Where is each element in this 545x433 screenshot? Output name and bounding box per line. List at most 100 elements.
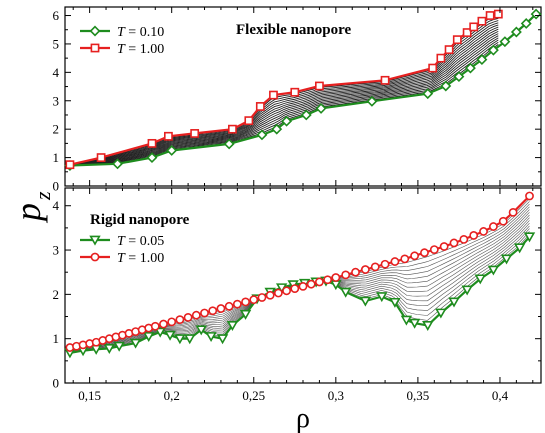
x-tick-label: 0,4 <box>492 388 509 403</box>
data-point <box>281 115 293 127</box>
data-point <box>298 281 308 291</box>
data-point <box>359 296 372 307</box>
data-point <box>249 295 259 305</box>
data-point <box>400 315 413 326</box>
data-point <box>224 301 234 311</box>
data-point <box>428 63 438 73</box>
data-point <box>440 80 452 92</box>
legend-label: T = 0.10 <box>117 25 164 40</box>
data-point <box>389 297 401 308</box>
y-axis-label-main: p <box>8 203 48 224</box>
top-intermediate-curves <box>69 15 499 166</box>
legend-value: = 0.05 <box>125 234 164 249</box>
bottom-series-group <box>64 191 536 359</box>
data-point <box>366 95 378 107</box>
y-tick-label: 2 <box>53 122 60 137</box>
top-legend: T = 0.10T = 1.00 <box>80 25 164 57</box>
data-point <box>476 54 488 66</box>
legend-variable: T <box>117 42 126 57</box>
data-point <box>376 292 388 303</box>
intermediate-curve <box>69 26 499 166</box>
data-point <box>159 319 168 329</box>
intermediate-curve <box>69 30 499 166</box>
y-tick-label: 1 <box>53 150 60 165</box>
data-point <box>184 334 196 345</box>
legend-marker <box>90 43 100 53</box>
data-point <box>244 116 254 126</box>
data-point <box>205 332 217 343</box>
data-point <box>290 87 300 97</box>
data-point <box>452 35 462 45</box>
data-point <box>474 274 486 285</box>
data-point <box>200 308 209 318</box>
data-point <box>422 88 434 100</box>
data-point <box>461 285 473 296</box>
data-point <box>265 290 275 300</box>
data-point <box>341 270 351 280</box>
y-tick-label: 2 <box>53 287 60 302</box>
data-point <box>436 53 446 63</box>
intermediate-curve <box>69 37 499 166</box>
data-point <box>166 145 178 156</box>
data-point <box>257 293 267 302</box>
legend-marker <box>90 252 100 262</box>
data-point <box>408 318 421 329</box>
data-point <box>239 309 252 320</box>
data-point <box>400 254 410 264</box>
data-point <box>477 16 487 26</box>
x-tick-label: 0,2 <box>164 388 180 403</box>
data-point <box>525 191 534 201</box>
data-point <box>167 317 177 327</box>
data-point <box>65 160 75 170</box>
data-point <box>449 238 459 248</box>
data-point <box>360 265 370 274</box>
intermediate-curve <box>69 39 499 166</box>
data-point <box>420 248 429 258</box>
data-point <box>513 243 526 254</box>
intermediate-curve <box>69 22 499 166</box>
legend-variable: T <box>117 25 126 40</box>
data-point <box>232 299 242 309</box>
data-point <box>331 273 341 282</box>
data-point <box>429 245 439 255</box>
data-point <box>271 123 283 135</box>
data-point <box>269 90 278 100</box>
data-point <box>380 75 390 85</box>
data-point <box>129 338 142 349</box>
data-point <box>90 344 102 355</box>
data-point <box>191 310 201 320</box>
data-point <box>300 109 312 121</box>
x-axis-label: ρ <box>296 403 310 433</box>
data-point <box>315 81 324 91</box>
data-point <box>175 315 185 325</box>
data-point <box>488 222 498 231</box>
y-axis-label: p z <box>8 191 55 224</box>
y-tick-label: 0 <box>53 376 60 391</box>
y-tick-label: 0 <box>53 179 60 194</box>
data-point <box>390 257 400 266</box>
bottom-panel-title: Rigid nanopore <box>90 212 190 228</box>
data-point <box>216 334 229 345</box>
data-point <box>306 279 316 289</box>
intermediate-curve <box>69 24 499 166</box>
data-point <box>339 287 352 298</box>
data-point <box>499 36 511 48</box>
y-axis-label-subscript: z <box>30 191 55 201</box>
data-point <box>228 124 237 134</box>
intermediate-curve <box>69 28 499 166</box>
bottom-y-ticks: 0 1 2 3 4 <box>53 198 541 391</box>
x-tick-label: 0,15 <box>78 388 101 403</box>
data-point <box>500 254 513 265</box>
data-point <box>143 332 155 343</box>
data-point <box>241 297 250 307</box>
data-point <box>323 275 333 285</box>
data-point <box>195 325 207 336</box>
y-tick-label: 3 <box>53 243 60 258</box>
data-point <box>444 45 454 55</box>
data-point <box>164 330 176 341</box>
data-point <box>453 71 465 83</box>
data-point <box>380 259 390 269</box>
legend-marker <box>89 235 101 246</box>
legend-value: = 1.00 <box>125 251 164 266</box>
data-point <box>370 262 380 272</box>
